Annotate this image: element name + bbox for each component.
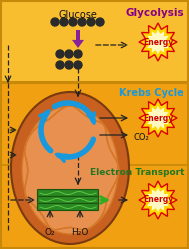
FancyBboxPatch shape [37,196,98,203]
Text: Energy: Energy [143,195,173,204]
FancyBboxPatch shape [76,30,80,40]
Circle shape [96,18,104,26]
Polygon shape [146,30,170,54]
Text: Energy: Energy [143,38,173,47]
Text: Electron Transport: Electron Transport [90,168,184,177]
Text: Glucose: Glucose [59,10,98,20]
Polygon shape [146,106,170,130]
Circle shape [60,18,68,26]
Circle shape [74,50,82,58]
Text: Krebs Cycle: Krebs Cycle [119,88,184,98]
Text: Glycolysis: Glycolysis [125,8,184,18]
Circle shape [51,18,59,26]
Circle shape [65,50,73,58]
Bar [1,1,188,82]
Text: Energy: Energy [143,114,173,123]
FancyBboxPatch shape [37,189,98,196]
Ellipse shape [11,92,129,244]
Polygon shape [139,99,177,137]
Text: H₂O: H₂O [71,228,89,237]
Circle shape [65,61,73,69]
Circle shape [56,61,64,69]
Text: O₂: O₂ [45,228,55,237]
Circle shape [74,61,82,69]
Circle shape [87,18,95,26]
Ellipse shape [22,106,118,234]
Polygon shape [72,40,84,48]
Polygon shape [146,188,170,212]
Circle shape [78,18,86,26]
FancyBboxPatch shape [37,203,98,210]
Text: CO₂: CO₂ [133,132,149,141]
Circle shape [56,50,64,58]
Polygon shape [139,23,177,61]
Bar [1,83,188,248]
Polygon shape [139,181,177,219]
Circle shape [69,18,77,26]
